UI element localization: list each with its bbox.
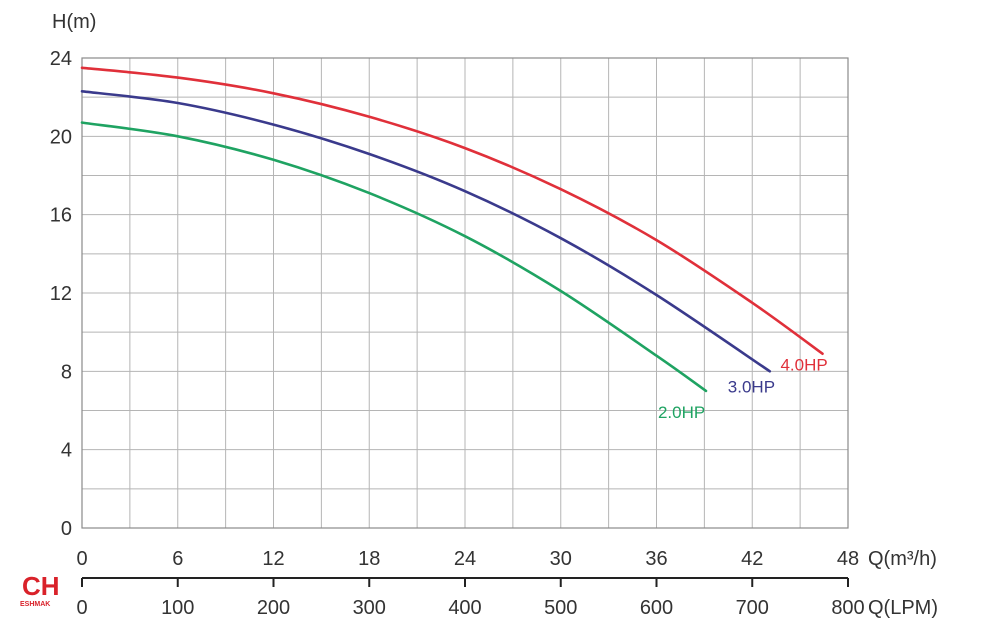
- lpm-axis: [81, 577, 849, 587]
- x-tick-label: 12: [262, 548, 284, 570]
- series-line-4-0hp: [80, 66, 824, 355]
- x-tick-label: 24: [454, 548, 476, 570]
- x2-tick-label: 0: [76, 597, 87, 619]
- x-tick-label: 48: [837, 548, 859, 570]
- y-tick-label: 16: [50, 205, 72, 227]
- y-tick-label: 24: [50, 48, 72, 70]
- x-tick-label: 42: [741, 548, 763, 570]
- x2-tick-label: 500: [544, 597, 577, 619]
- x2-tick-label: 400: [448, 597, 481, 619]
- plot-frame: [81, 57, 849, 529]
- y-tick-label: 4: [61, 440, 72, 462]
- y-tick-label: 12: [50, 283, 72, 305]
- x2-tick-label: 600: [640, 597, 673, 619]
- series-line-2-0hp: [80, 121, 708, 393]
- series-label-3-0hp: 3.0HP: [728, 377, 775, 396]
- x-tick-label: 6: [172, 548, 183, 570]
- series-label-4-0hp: 4.0HP: [780, 356, 827, 375]
- x2-axis-title: Q(LPM): [868, 597, 938, 619]
- logo-mark: CH: [22, 571, 60, 601]
- series-label-2-0hp: 2.0HP: [658, 403, 705, 422]
- y-tick-label: 8: [61, 361, 72, 383]
- x2-tick-label: 800: [831, 597, 864, 619]
- x2-tick-label: 200: [257, 597, 290, 619]
- logo-wordmark: ESHMAK: [20, 601, 50, 608]
- x-axis-title: Q(m³/h): [868, 548, 937, 570]
- y-tick-label: 0: [61, 518, 72, 540]
- x-tick-label: 30: [550, 548, 572, 570]
- grid: [81, 57, 849, 529]
- x-tick-label: 18: [358, 548, 380, 570]
- x2-tick-label: 700: [736, 597, 769, 619]
- x-tick-label: 0: [76, 548, 87, 570]
- y-axis-title: H(m): [52, 11, 96, 33]
- x2-tick-label: 300: [353, 597, 386, 619]
- x2-tick-label: 100: [161, 597, 194, 619]
- x-tick-label: 36: [645, 548, 667, 570]
- series-lines: 4.0HP 3.0HP 2.0HP: [80, 66, 828, 422]
- y-tick-label: 20: [50, 126, 72, 148]
- brand-logo: CH ESHMAK: [20, 571, 60, 608]
- series-line-3-0hp: [80, 90, 772, 373]
